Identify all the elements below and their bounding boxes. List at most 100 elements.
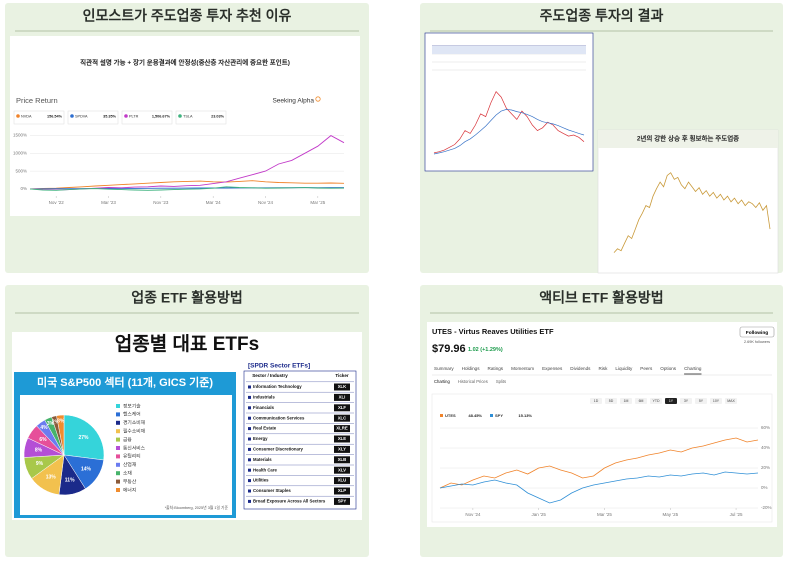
range-label: MAX	[727, 399, 735, 403]
ticker-cell: XLF	[338, 405, 346, 410]
range-label: 5D	[609, 399, 614, 403]
legend-name: NVDA	[21, 115, 32, 119]
nav-tab[interactable]: Charting	[684, 366, 702, 371]
nav-tab[interactable]: Summary	[434, 366, 454, 371]
follow-button[interactable]	[739, 326, 775, 338]
ticker-cell: XLE	[338, 436, 346, 441]
subtitle: 직관적 설명 가능 + 장기 운용결과에 안정성(중산층 자산관리에 중요한 포…	[80, 58, 290, 67]
table-header	[432, 46, 586, 54]
row-bullet	[248, 385, 251, 389]
legend-label: 부동산	[123, 478, 137, 485]
slice-label: 11%	[65, 478, 75, 484]
legend-swatch	[116, 446, 120, 450]
sub-tab[interactable]: Splits	[496, 379, 506, 384]
sector-cell: Consumer Discretionary	[253, 447, 304, 452]
brand: Seeking Alpha	[272, 98, 314, 105]
range-button[interactable]	[650, 398, 662, 404]
nav-tab[interactable]: Options	[660, 366, 677, 371]
legend-swatch	[440, 414, 443, 417]
sector-cell: Financials	[253, 405, 275, 410]
slice-label: 27%	[78, 435, 89, 441]
legend-box	[175, 110, 227, 125]
legend-name: PLTR	[129, 115, 139, 119]
ticker-box	[334, 425, 350, 433]
x-tick-label: May '25	[662, 512, 678, 517]
ticker-box	[334, 487, 350, 495]
range-button[interactable]	[605, 398, 617, 404]
legend-value: 48.45%	[468, 413, 482, 418]
chart-title: 2년의 강한 상승 후 횡보하는 주도업종	[637, 134, 739, 143]
slice-label: 6%	[39, 437, 47, 443]
slice-label: 14%	[81, 466, 92, 472]
y-tick-label: 20%	[761, 465, 770, 470]
ticker-box	[334, 435, 350, 443]
range-label: 5Y	[699, 399, 704, 403]
ticker-cell: XLI	[339, 395, 346, 400]
row-bullet	[248, 468, 251, 472]
range-label: 1Y	[669, 399, 674, 403]
nav-tab[interactable]: Ratings	[488, 366, 504, 371]
pie-title: 미국 S&P500 섹터 (11개, GICS 기준)	[37, 375, 213, 389]
x-tick-label: Mar '25	[597, 512, 612, 517]
slice-label: 2%	[52, 419, 60, 425]
ticker-box	[334, 393, 350, 401]
series-line	[433, 90, 585, 154]
range-button[interactable]	[680, 398, 692, 404]
chart-frame	[431, 393, 773, 523]
slice-label: 3%	[57, 418, 65, 424]
table-title: [SPDR Sector ETFs]	[248, 363, 310, 370]
range-button[interactable]	[695, 398, 707, 404]
sector-cell: Real Estate	[253, 426, 277, 431]
pie-slice	[56, 414, 65, 456]
sector-cell: Communication Services	[253, 415, 305, 420]
row-bullet	[248, 395, 251, 399]
range-button[interactable]	[710, 398, 722, 404]
row-bullet	[248, 489, 251, 493]
legend-value: 1,506.67%	[152, 115, 171, 119]
row-bullet	[248, 427, 251, 431]
y-tick-label: 500%	[15, 168, 27, 173]
ticker-cell: XLU	[338, 478, 347, 483]
ticker-cell: XLB	[338, 457, 347, 462]
nav-tab[interactable]: Holdings	[462, 366, 481, 371]
legend-swatch	[116, 471, 120, 476]
legend-swatch	[490, 414, 493, 417]
slice-label: 3%	[47, 421, 55, 427]
slice-label: 8%	[35, 447, 43, 453]
price-change: 1.02 (+1.29%)	[468, 347, 503, 353]
range-label: 10Y	[713, 399, 720, 403]
panel-title: 업종 ETF 활용방법	[131, 290, 243, 306]
y-tick-label: 1000%	[13, 151, 27, 156]
legend-label: 필수소비재	[123, 427, 145, 434]
legend-label: 소재	[123, 469, 132, 476]
range-button[interactable]	[665, 398, 677, 404]
x-tick-label: Mar '25	[310, 200, 325, 205]
ticker-box	[334, 466, 350, 474]
range-button[interactable]	[620, 398, 632, 404]
nav-tab[interactable]: Peers	[640, 366, 653, 371]
nav-tab[interactable]: Expenses	[542, 366, 563, 371]
y-tick-label: 60%	[761, 425, 770, 430]
range-label: 6M	[639, 399, 644, 403]
sub-tab[interactable]: Charting	[434, 379, 450, 384]
legend-swatch	[116, 420, 120, 425]
legend-name: TSLA	[183, 115, 193, 119]
x-tick-label: Jul '25	[730, 512, 743, 517]
range-button[interactable]	[725, 398, 737, 404]
range-button[interactable]	[590, 398, 602, 404]
nav-tab[interactable]: Dividends	[570, 366, 591, 371]
y-tick-label: 40%	[761, 445, 770, 450]
panel-title: 액티브 ETF 활용방법	[539, 290, 663, 306]
x-tick-label: Nov '23	[153, 200, 169, 205]
nav-tab[interactable]: Liquidity	[615, 366, 633, 371]
legend-swatch	[116, 437, 120, 442]
row-bullet	[248, 447, 251, 451]
legend-label: 금융	[123, 437, 132, 443]
range-button[interactable]	[635, 398, 647, 404]
nav-tab[interactable]: Momentum	[511, 366, 534, 371]
sub-tab[interactable]: Historical Prices	[458, 379, 488, 384]
y-tick-label: 1500%	[13, 133, 27, 138]
ticker-box	[334, 445, 350, 453]
nav-tab[interactable]: Risk	[598, 366, 608, 371]
